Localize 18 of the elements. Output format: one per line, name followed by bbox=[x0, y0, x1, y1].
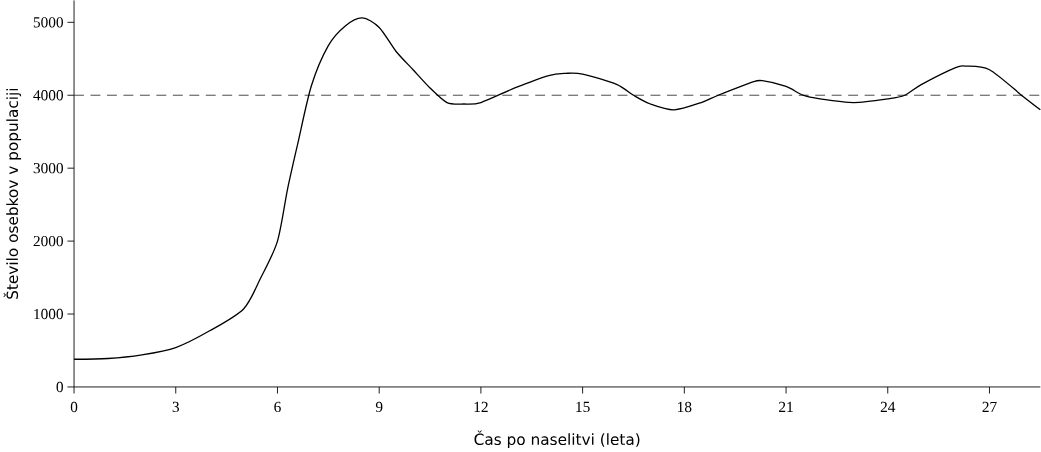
x-tick-label: 6 bbox=[274, 401, 281, 413]
y-tick-label: 5000 bbox=[33, 17, 63, 28]
x-tick-label: 12 bbox=[474, 401, 488, 413]
y-tick-label: 0 bbox=[56, 381, 63, 393]
x-tick-label: 27 bbox=[982, 401, 997, 413]
x-tick-label: 24 bbox=[880, 401, 896, 413]
x-tick-label: 9 bbox=[375, 401, 383, 413]
x-tick-label: 0 bbox=[70, 401, 78, 413]
y-tick-label: 2000 bbox=[33, 236, 63, 247]
y-tick-label: 1000 bbox=[34, 309, 63, 320]
y-tick-label: 4000 bbox=[33, 90, 63, 101]
x-tick-label: 18 bbox=[678, 401, 692, 413]
x-tick-label: 15 bbox=[576, 401, 590, 413]
y-tick-label: 3000 bbox=[33, 163, 63, 174]
y-axis-title: Število osebkov v populaciji bbox=[3, 89, 22, 300]
x-axis-title: Čas po naselitvi (leta) bbox=[474, 430, 640, 449]
x-tick-label: 3 bbox=[172, 401, 179, 413]
x-tick-label: 21 bbox=[779, 401, 793, 413]
